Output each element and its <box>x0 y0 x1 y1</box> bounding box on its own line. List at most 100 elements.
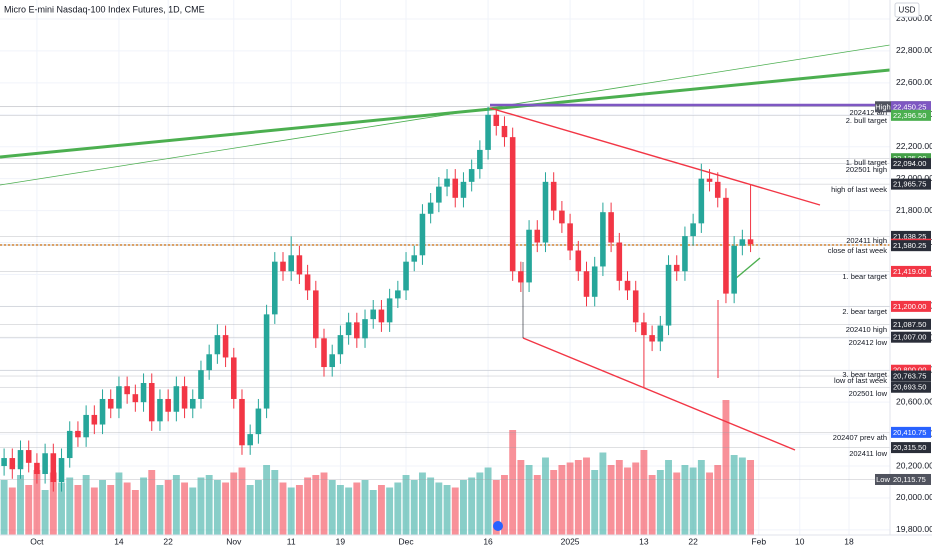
price-label: 21,200.00 <box>893 302 926 311</box>
candle-body <box>214 335 221 355</box>
volume-bar <box>369 490 377 535</box>
price-label: 20,315.50 <box>893 443 926 452</box>
volume-bar <box>418 472 426 535</box>
volume-bar <box>484 467 492 535</box>
x-tick-label: 2025 <box>561 536 580 546</box>
candle-body <box>25 450 32 463</box>
currency[interactable]: USD <box>899 6 916 15</box>
volume-bar <box>189 487 197 535</box>
candle-body <box>632 290 639 323</box>
volume-bar <box>312 475 320 535</box>
volume-bar <box>8 487 16 535</box>
candle-body <box>288 255 294 272</box>
x-tick-label: 16 <box>483 536 493 546</box>
y-tick-label: 22,800.00 <box>896 45 932 55</box>
candle-body <box>222 335 229 358</box>
price-label-box <box>891 101 931 113</box>
candle-body <box>518 271 524 283</box>
candle-body <box>468 169 475 182</box>
volume-bar <box>33 470 41 535</box>
volume-bar <box>656 470 664 535</box>
volume-bar <box>697 460 705 535</box>
price-label-box <box>891 240 931 252</box>
annotation: 2. bear target <box>842 307 888 316</box>
volume-bar <box>222 482 230 535</box>
candle-body <box>181 386 188 409</box>
volume <box>0 400 754 535</box>
annotation: 202501 low <box>849 389 888 398</box>
volume-bar <box>738 457 746 535</box>
candle-body <box>337 335 344 355</box>
candle-body <box>575 250 582 272</box>
price-label: 22,094.00 <box>893 159 926 168</box>
currency-box[interactable] <box>894 2 920 18</box>
candle-body <box>641 322 647 336</box>
candle-body <box>255 408 262 435</box>
volume-bar <box>205 475 213 535</box>
candle-body <box>17 450 24 470</box>
volume-bar <box>599 452 607 535</box>
candle-body <box>460 181 467 198</box>
volume-bar <box>82 475 90 535</box>
y-tick-label: 20,600.00 <box>896 396 932 406</box>
candle-body <box>189 398 196 409</box>
annotation: close of last week <box>828 246 887 255</box>
volume-bar <box>566 462 574 535</box>
candle-body <box>690 223 696 237</box>
price-labels: 22,450.25High22,450.2522,396.5022,125.00… <box>875 101 931 485</box>
volume-bar <box>525 465 533 535</box>
volume-bar <box>287 487 295 535</box>
x-tick-label: 22 <box>688 536 698 546</box>
x-tick-label: Nov <box>226 536 242 546</box>
x-tick-label: Dec <box>398 536 414 546</box>
volume-bar <box>558 465 566 535</box>
price-tag-box <box>875 101 891 113</box>
trend-line <box>734 257 761 280</box>
candle-body <box>444 178 450 187</box>
price-label-box <box>891 331 931 343</box>
price-label-box <box>891 442 931 454</box>
candle-body <box>304 274 311 291</box>
price-label: 20,800.00 <box>893 366 926 375</box>
candle-body <box>542 181 549 243</box>
volume-bar <box>607 465 615 535</box>
volume-bar <box>336 485 344 535</box>
x-tick-label: 18 <box>844 536 854 546</box>
candle-body <box>649 335 655 342</box>
candle-body <box>624 280 631 291</box>
price-label: 21,087.50 <box>893 320 926 329</box>
y-tick-label: 20,200.00 <box>896 460 932 470</box>
candle-body <box>559 210 565 224</box>
y-tick-label: 22,200.00 <box>896 141 932 151</box>
volume-bar <box>665 460 672 535</box>
y-tick-label: 20,000.00 <box>896 492 932 502</box>
candle-body <box>140 383 147 403</box>
candle-body <box>247 434 253 446</box>
candle-body <box>657 325 664 342</box>
price-label: 21,007.00 <box>893 333 926 342</box>
event-icon[interactable] <box>493 521 503 531</box>
candle-body <box>272 261 278 315</box>
volume-bar <box>74 485 82 535</box>
candle-body <box>493 114 500 126</box>
price-tag: Low <box>876 475 890 484</box>
candle-body <box>673 264 680 272</box>
candle-body <box>173 386 180 412</box>
price-label-box <box>891 230 931 242</box>
candle-body <box>148 383 155 422</box>
annotation: 202411 high <box>846 236 887 245</box>
candle-body <box>165 398 171 412</box>
price-label-box <box>891 370 931 382</box>
price-label: 20,763.75 <box>893 372 926 381</box>
annotation: 202410 high <box>846 325 887 334</box>
candle-body <box>419 213 426 256</box>
candle-body <box>452 178 459 198</box>
volume-bar <box>58 482 65 535</box>
volume-bar <box>517 460 525 535</box>
candle-body <box>75 430 81 438</box>
volume-bar <box>90 487 98 535</box>
volume-bar <box>263 465 271 535</box>
volume-bar <box>246 485 254 535</box>
candle-body <box>91 414 98 425</box>
